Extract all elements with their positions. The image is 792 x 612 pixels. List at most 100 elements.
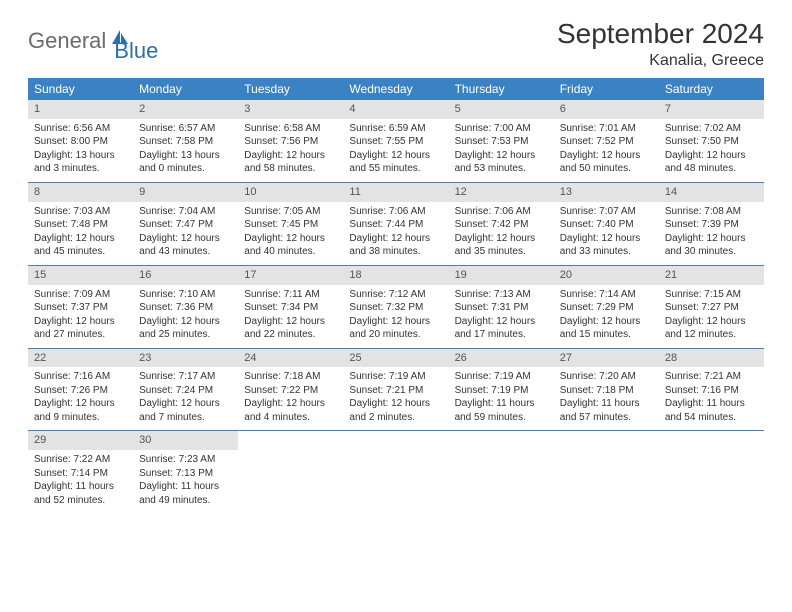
weekday-header-row: Sunday Monday Tuesday Wednesday Thursday… <box>28 78 764 100</box>
sunset-text: Sunset: 7:29 PM <box>560 301 653 315</box>
day-number: 14 <box>659 183 764 202</box>
sunrise-text: Sunrise: 7:23 AM <box>139 453 232 467</box>
sunrise-text: Sunrise: 7:10 AM <box>139 288 232 302</box>
sunrise-text: Sunrise: 7:19 AM <box>349 370 442 384</box>
day-number: 10 <box>238 183 343 202</box>
day-number: 23 <box>133 349 238 368</box>
sunrise-text: Sunrise: 7:00 AM <box>455 122 548 136</box>
day-number: 16 <box>133 266 238 285</box>
week-row: 15Sunrise: 7:09 AMSunset: 7:37 PMDayligh… <box>28 266 764 349</box>
daylight-text: Daylight: 12 hours and 38 minutes. <box>349 232 442 259</box>
day-cell: 20Sunrise: 7:14 AMSunset: 7:29 PMDayligh… <box>554 266 659 348</box>
weekday-sat: Saturday <box>659 78 764 100</box>
sunset-text: Sunset: 7:36 PM <box>139 301 232 315</box>
sunset-text: Sunset: 7:21 PM <box>349 384 442 398</box>
sunrise-text: Sunrise: 6:56 AM <box>34 122 127 136</box>
daylight-text: Daylight: 12 hours and 45 minutes. <box>34 232 127 259</box>
sunrise-text: Sunrise: 7:12 AM <box>349 288 442 302</box>
daylight-text: Daylight: 12 hours and 43 minutes. <box>139 232 232 259</box>
sunset-text: Sunset: 7:31 PM <box>455 301 548 315</box>
day-cell: 10Sunrise: 7:05 AMSunset: 7:45 PMDayligh… <box>238 183 343 265</box>
day-content: Sunrise: 6:56 AMSunset: 8:00 PMDaylight:… <box>28 119 133 182</box>
weekday-fri: Friday <box>554 78 659 100</box>
daylight-text: Daylight: 12 hours and 33 minutes. <box>560 232 653 259</box>
day-content: Sunrise: 7:19 AMSunset: 7:21 PMDaylight:… <box>343 367 448 430</box>
sunset-text: Sunset: 7:19 PM <box>455 384 548 398</box>
day-cell: 22Sunrise: 7:16 AMSunset: 7:26 PMDayligh… <box>28 349 133 431</box>
daylight-text: Daylight: 11 hours and 52 minutes. <box>34 480 127 507</box>
sunset-text: Sunset: 7:14 PM <box>34 467 127 481</box>
sunrise-text: Sunrise: 7:02 AM <box>665 122 758 136</box>
sunrise-text: Sunrise: 7:03 AM <box>34 205 127 219</box>
day-cell: 29 Sunrise: 7:22 AMSunset: 7:14 PMDayligh… <box>28 431 133 513</box>
sunrise-text: Sunrise: 7:22 AM <box>34 453 127 467</box>
day-content: Sunrise: 7:00 AMSunset: 7:53 PMDaylight:… <box>449 119 554 182</box>
weekday-wed: Wednesday <box>343 78 448 100</box>
day-content: Sunrise: 7:17 AMSunset: 7:24 PMDaylight:… <box>133 367 238 430</box>
daylight-text: Daylight: 12 hours and 7 minutes. <box>139 397 232 424</box>
day-number: 6 <box>554 100 659 119</box>
sunset-text: Sunset: 7:16 PM <box>665 384 758 398</box>
day-content: Sunrise: 7:11 AMSunset: 7:34 PMDaylight:… <box>238 285 343 348</box>
day-content: Sunrise: 7:13 AMSunset: 7:31 PMDaylight:… <box>449 285 554 348</box>
daylight-text: Daylight: 12 hours and 25 minutes. <box>139 315 232 342</box>
sunset-text: Sunset: 7:32 PM <box>349 301 442 315</box>
sunset-text: Sunset: 7:24 PM <box>139 384 232 398</box>
sunrise-text: Sunrise: 7:18 AM <box>244 370 337 384</box>
sunset-text: Sunset: 7:13 PM <box>139 467 232 481</box>
sunrise-text: Sunrise: 6:59 AM <box>349 122 442 136</box>
empty-cell <box>659 431 764 513</box>
sunset-text: Sunset: 7:42 PM <box>455 218 548 232</box>
day-cell: 8Sunrise: 7:03 AMSunset: 7:48 PMDaylight… <box>28 183 133 265</box>
day-number: 22 <box>28 349 133 368</box>
title-block: September 2024 Kanalia, Greece <box>557 18 764 70</box>
day-cell: 26Sunrise: 7:19 AMSunset: 7:19 PMDayligh… <box>449 349 554 431</box>
sunrise-text: Sunrise: 7:19 AM <box>455 370 548 384</box>
day-content: Sunrise: 7:14 AMSunset: 7:29 PMDaylight:… <box>554 285 659 348</box>
day-number: 7 <box>659 100 764 119</box>
day-number: 15 <box>28 266 133 285</box>
sunset-text: Sunset: 7:27 PM <box>665 301 758 315</box>
day-cell: 25Sunrise: 7:19 AMSunset: 7:21 PMDayligh… <box>343 349 448 431</box>
day-number: 17 <box>238 266 343 285</box>
daylight-text: Daylight: 12 hours and 53 minutes. <box>455 149 548 176</box>
daylight-text: Daylight: 12 hours and 48 minutes. <box>665 149 758 176</box>
day-cell: 18Sunrise: 7:12 AMSunset: 7:32 PMDayligh… <box>343 266 448 348</box>
daylight-text: Daylight: 12 hours and 27 minutes. <box>34 315 127 342</box>
day-cell: 11Sunrise: 7:06 AMSunset: 7:44 PMDayligh… <box>343 183 448 265</box>
day-cell: 2Sunrise: 6:57 AMSunset: 7:58 PMDaylight… <box>133 100 238 182</box>
day-cell: 1Sunrise: 6:56 AMSunset: 8:00 PMDaylight… <box>28 100 133 182</box>
daylight-text: Daylight: 12 hours and 15 minutes. <box>560 315 653 342</box>
day-content: Sunrise: 7:09 AMSunset: 7:37 PMDaylight:… <box>28 285 133 348</box>
sunrise-text: Sunrise: 7:05 AM <box>244 205 337 219</box>
daylight-text: Daylight: 11 hours and 59 minutes. <box>455 397 548 424</box>
sunset-text: Sunset: 7:47 PM <box>139 218 232 232</box>
weekday-thu: Thursday <box>449 78 554 100</box>
sunset-text: Sunset: 7:50 PM <box>665 135 758 149</box>
sunset-text: Sunset: 7:45 PM <box>244 218 337 232</box>
day-content: Sunrise: 7:08 AMSunset: 7:39 PMDaylight:… <box>659 202 764 265</box>
sunrise-text: Sunrise: 7:06 AM <box>349 205 442 219</box>
week-row: 29Sunrise: 7:22 AMSunset: 7:14 PMDayligh… <box>28 431 764 513</box>
sunrise-text: Sunrise: 7:04 AM <box>139 205 232 219</box>
day-cell: 28Sunrise: 7:21 AMSunset: 7:16 PMDayligh… <box>659 349 764 431</box>
day-number: 11 <box>343 183 448 202</box>
sunset-text: Sunset: 7:18 PM <box>560 384 653 398</box>
day-cell: 4Sunrise: 6:59 AMSunset: 7:55 PMDaylight… <box>343 100 448 182</box>
daylight-text: Daylight: 12 hours and 9 minutes. <box>34 397 127 424</box>
daylight-text: Daylight: 12 hours and 55 minutes. <box>349 149 442 176</box>
day-number: 29 <box>28 431 133 450</box>
sunset-text: Sunset: 7:48 PM <box>34 218 127 232</box>
day-number: 20 <box>554 266 659 285</box>
daylight-text: Daylight: 11 hours and 49 minutes. <box>139 480 232 507</box>
daylight-text: Daylight: 12 hours and 35 minutes. <box>455 232 548 259</box>
day-content: Sunrise: 7:01 AMSunset: 7:52 PMDaylight:… <box>554 119 659 182</box>
day-content: Sunrise: 7:06 AMSunset: 7:44 PMDaylight:… <box>343 202 448 265</box>
day-cell: 21Sunrise: 7:15 AMSunset: 7:27 PMDayligh… <box>659 266 764 348</box>
daylight-text: Daylight: 12 hours and 12 minutes. <box>665 315 758 342</box>
daylight-text: Daylight: 11 hours and 57 minutes. <box>560 397 653 424</box>
day-number: 18 <box>343 266 448 285</box>
day-cell: 27Sunrise: 7:20 AMSunset: 7:18 PMDayligh… <box>554 349 659 431</box>
day-content: Sunrise: 7:02 AMSunset: 7:50 PMDaylight:… <box>659 119 764 182</box>
day-content: Sunrise: 7:07 AMSunset: 7:40 PMDaylight:… <box>554 202 659 265</box>
